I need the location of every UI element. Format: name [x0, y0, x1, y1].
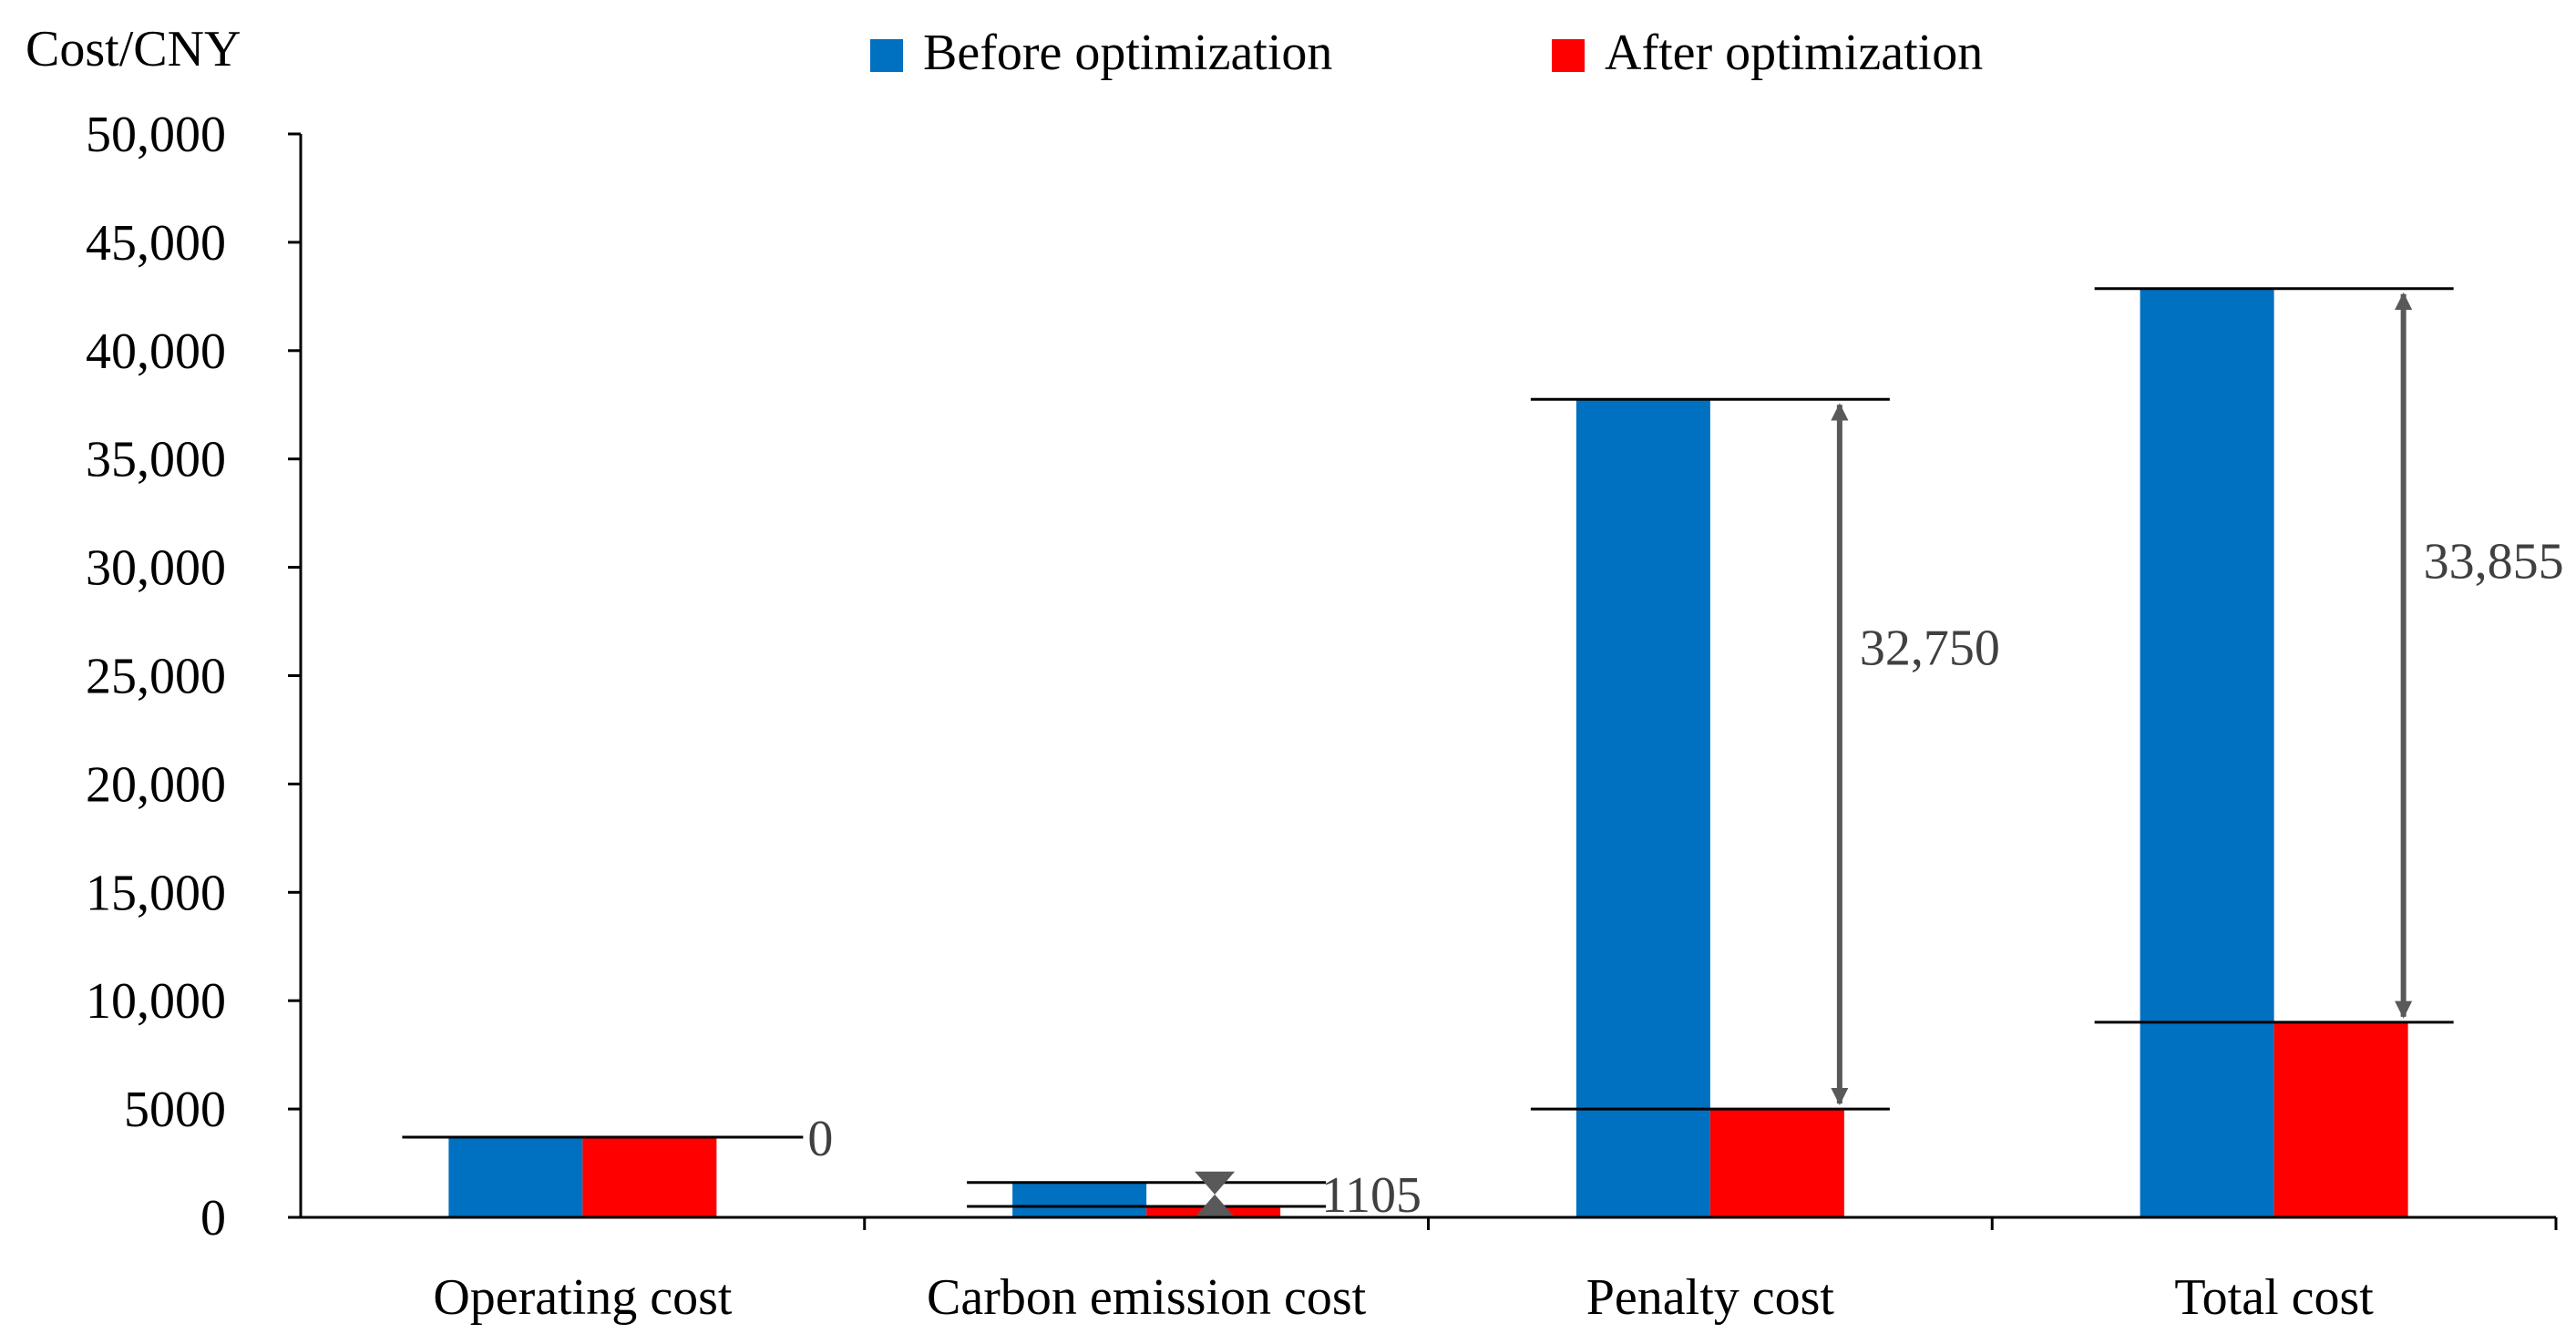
x-axis-labels: Operating cost Carbon emission cost Penalt… [433, 1217, 2558, 1326]
y-axis-ticks: 0 5000 10,000 15,000 20,000 25,000 30,000 35,00… [86, 107, 301, 1247]
difference-label: 1105 [1321, 1167, 1421, 1224]
y-tick-label: 5000 [124, 1082, 226, 1138]
y-tick-label: 50,000 [86, 107, 226, 163]
difference-guides: 0 1105 32,750 33,855 [402, 287, 2564, 1224]
difference-arrow [1195, 1194, 1236, 1217]
y-tick-label: 10,000 [86, 973, 226, 1030]
difference-arrow [1195, 1171, 1236, 1195]
y-tick-label: 25,000 [86, 649, 226, 705]
legend-swatch-before [870, 39, 903, 72]
x-category-label: Operating cost [433, 1269, 733, 1326]
x-category-label: Carbon emission cost [927, 1269, 1367, 1326]
x-category-label: Total cost [2174, 1269, 2374, 1326]
legend-label-before: Before optimization [923, 25, 1332, 81]
y-tick-label: 40,000 [86, 323, 226, 380]
bar-after-3 [1709, 1109, 1844, 1217]
bar-after-4 [2273, 1021, 2408, 1217]
bar-before-1 [448, 1137, 583, 1217]
y-tick-label: 15,000 [86, 865, 226, 921]
y-tick-label: 30,000 [86, 540, 226, 597]
y-axis-title: Cost/CNY [26, 21, 241, 77]
y-tick-label: 45,000 [86, 215, 226, 272]
x-category-label: Penalty cost [1586, 1269, 1835, 1326]
legend-label-after: After optimization [1605, 25, 1983, 81]
difference-label: 33,855 [2424, 533, 2564, 590]
y-tick-label: 35,000 [86, 432, 226, 488]
legend: Before optimization After optimization [870, 25, 1983, 81]
y-tick-label: 0 [200, 1190, 226, 1247]
bar-after-1 [582, 1137, 717, 1217]
bar-before-3 [1575, 399, 1710, 1217]
bars [448, 288, 2408, 1218]
y-tick-label: 20,000 [86, 756, 226, 813]
bar-before-2 [1012, 1182, 1147, 1217]
difference-label: 0 [807, 1111, 833, 1167]
bar-before-4 [2140, 288, 2274, 1218]
legend-swatch-after [1552, 39, 1585, 72]
difference-label: 32,750 [1860, 621, 2000, 677]
